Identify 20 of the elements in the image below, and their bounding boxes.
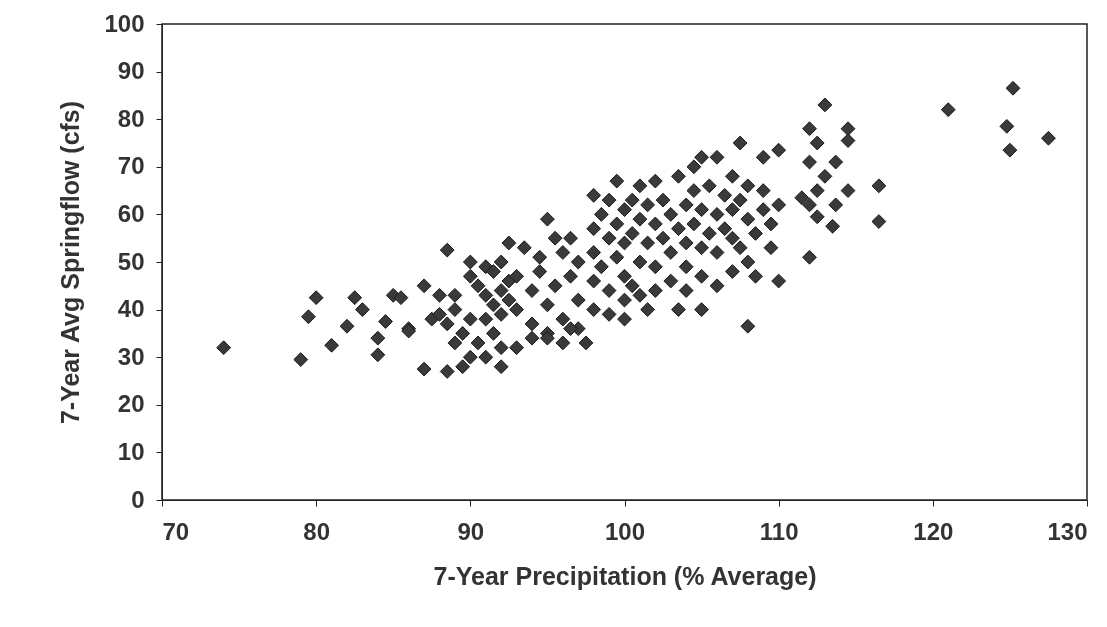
y-tick-label: 100 xyxy=(104,9,145,37)
x-tick-label: 70 xyxy=(162,517,190,545)
x-tick-label: 120 xyxy=(913,517,954,545)
y-tick-label: 60 xyxy=(117,199,145,227)
x-tick-label: 130 xyxy=(1047,517,1088,545)
y-tick-label: 90 xyxy=(117,57,145,85)
x-tick-label: 90 xyxy=(457,517,485,545)
y-tick-label: 50 xyxy=(117,247,145,275)
y-tick-label: 0 xyxy=(131,485,145,513)
y-tick-label: 20 xyxy=(117,390,145,418)
y-tick-label: 70 xyxy=(117,152,145,180)
y-tick-label: 30 xyxy=(117,342,145,370)
y-tick-label: 80 xyxy=(117,104,145,132)
x-tick-label: 110 xyxy=(759,517,799,545)
y-tick-label: 10 xyxy=(117,437,145,465)
x-axis-title: 7-Year Precipitation (% Average) xyxy=(433,561,817,590)
x-tick-label: 100 xyxy=(604,517,646,545)
y-axis-title: 7-Year Avg Springflow (cfs) xyxy=(56,100,85,425)
x-tick-label: 80 xyxy=(303,517,331,545)
y-tick-label: 40 xyxy=(117,295,145,323)
